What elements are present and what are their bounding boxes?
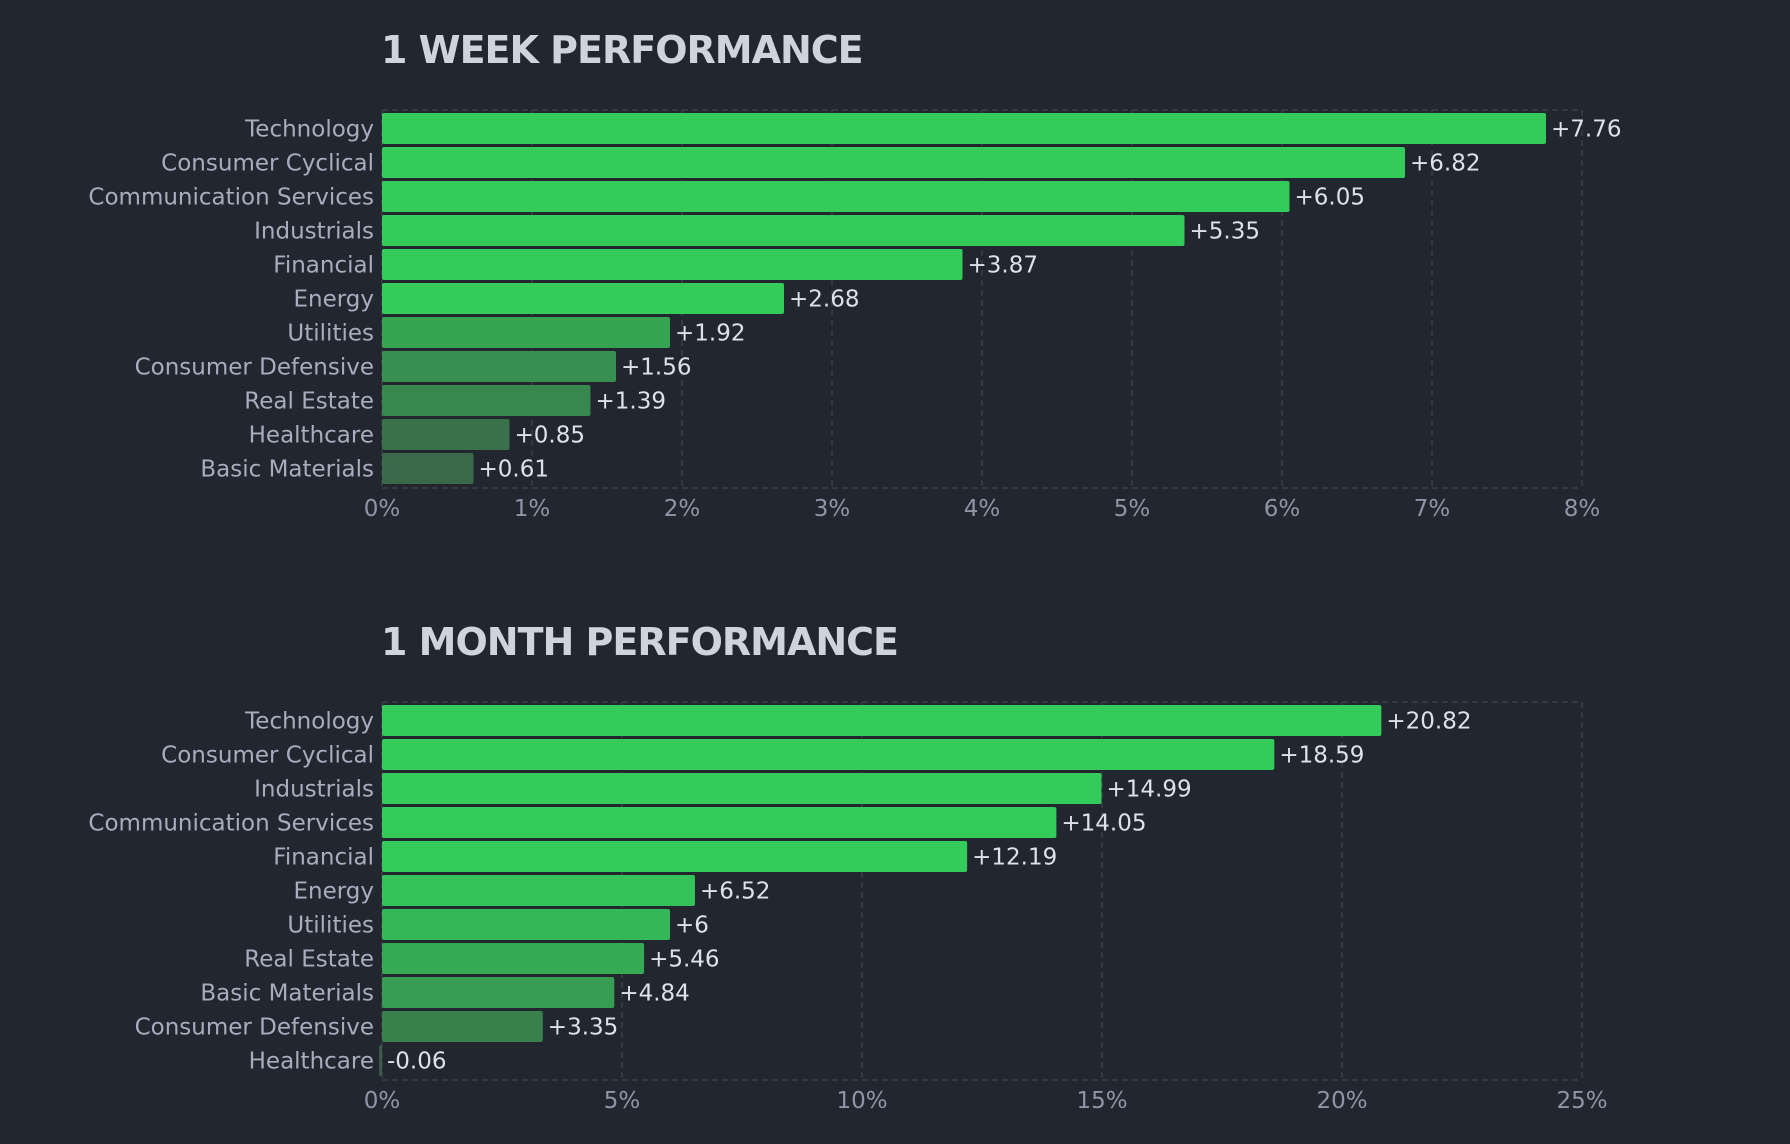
week-performance-chart: 0% 1% 2% 3% 4% 5% 6% 7% 8% Technology +7.76 Consume… (88, 109, 1621, 522)
category-label: Energy (293, 287, 374, 313)
bar-real-estate (382, 943, 645, 974)
value-label: +6.52 (700, 879, 770, 905)
x-tick-label: 0% (364, 496, 401, 522)
bar-consumer-defensive (382, 1011, 543, 1042)
category-label: Utilities (287, 913, 374, 939)
category-label: Consumer Defensive (135, 1015, 374, 1041)
category-label: Basic Materials (200, 457, 374, 483)
category-label: Consumer Defensive (135, 355, 374, 381)
value-label: -0.06 (387, 1049, 447, 1075)
bar-basic-materials (382, 977, 615, 1008)
value-label: +20.82 (1386, 709, 1471, 735)
bar-industrials (382, 215, 1185, 246)
value-label: +2.68 (789, 287, 859, 313)
x-tick-label: 20% (1316, 1088, 1367, 1114)
bar-industrials (382, 773, 1102, 804)
x-tick-label: 5% (1114, 496, 1151, 522)
category-label: Healthcare (249, 1049, 374, 1075)
x-tick-label: 0% (364, 1088, 401, 1114)
value-label: +5.46 (649, 947, 719, 973)
value-label: +3.87 (968, 253, 1038, 279)
x-tick-label: 8% (1564, 496, 1601, 522)
category-label: Healthcare (249, 423, 374, 449)
bar-technology (382, 113, 1546, 144)
week-chart-title: 1 WEEK PERFORMANCE (381, 28, 864, 72)
value-label: +12.19 (972, 845, 1057, 871)
value-label: +1.39 (596, 389, 666, 415)
category-label: Industrials (254, 777, 374, 803)
value-label: +0.85 (515, 423, 585, 449)
category-label: Communication Services (88, 811, 374, 837)
bar-energy (382, 283, 784, 314)
bar-healthcare (382, 419, 510, 450)
value-label: +0.61 (479, 457, 549, 483)
value-label: +6 (675, 913, 709, 939)
category-label: Technology (244, 709, 374, 735)
bar-real-estate (382, 385, 591, 416)
category-label: Real Estate (244, 389, 374, 415)
x-tick-label: 4% (964, 496, 1001, 522)
category-label: Utilities (287, 321, 374, 347)
value-label: +1.92 (675, 321, 745, 347)
value-label: +4.84 (619, 981, 689, 1007)
value-label: +7.76 (1551, 117, 1621, 143)
category-label: Industrials (254, 219, 374, 245)
x-tick-label: 2% (664, 496, 701, 522)
value-label: +6.05 (1295, 185, 1365, 211)
bar-consumer-cyclical (382, 147, 1405, 178)
category-label: Basic Materials (200, 981, 374, 1007)
bar-healthcare (379, 1045, 382, 1076)
x-tick-label: 10% (836, 1088, 887, 1114)
x-tick-label: 3% (814, 496, 851, 522)
category-label: Energy (293, 879, 374, 905)
value-label: +18.59 (1279, 743, 1364, 769)
month-performance-chart: 0% 5% 10% 15% 20% 25% Technology +20.82 Consumer… (88, 701, 1608, 1114)
value-label: +3.35 (548, 1015, 618, 1041)
value-label: +14.05 (1061, 811, 1146, 837)
x-tick-label: 6% (1264, 496, 1301, 522)
bar-utilities (382, 909, 670, 940)
category-label: Financial (273, 845, 374, 871)
value-label: +1.56 (621, 355, 691, 381)
category-label: Consumer Cyclical (161, 743, 374, 769)
bar-basic-materials (382, 453, 474, 484)
x-tick-label: 7% (1414, 496, 1451, 522)
bar-technology (382, 705, 1382, 736)
value-label: +5.35 (1190, 219, 1260, 245)
bar-financial (382, 249, 963, 280)
x-tick-label: 1% (514, 496, 551, 522)
month-chart-title: 1 MONTH PERFORMANCE (381, 620, 899, 664)
category-label: Consumer Cyclical (161, 151, 374, 177)
value-label: +14.99 (1107, 777, 1192, 803)
bar-communication-services (382, 807, 1057, 838)
x-tick-label: 15% (1076, 1088, 1127, 1114)
bar-energy (382, 875, 695, 906)
category-label: Real Estate (244, 947, 374, 973)
bar-communication-services (382, 181, 1290, 212)
bar-consumer-defensive (382, 351, 616, 382)
bar-consumer-cyclical (382, 739, 1275, 770)
bar-utilities (382, 317, 670, 348)
x-tick-label: 25% (1556, 1088, 1607, 1114)
value-label: +6.82 (1410, 151, 1480, 177)
category-label: Communication Services (88, 185, 374, 211)
bar-financial (382, 841, 968, 872)
category-label: Financial (273, 253, 374, 279)
x-tick-label: 5% (604, 1088, 641, 1114)
category-label: Technology (244, 117, 374, 143)
